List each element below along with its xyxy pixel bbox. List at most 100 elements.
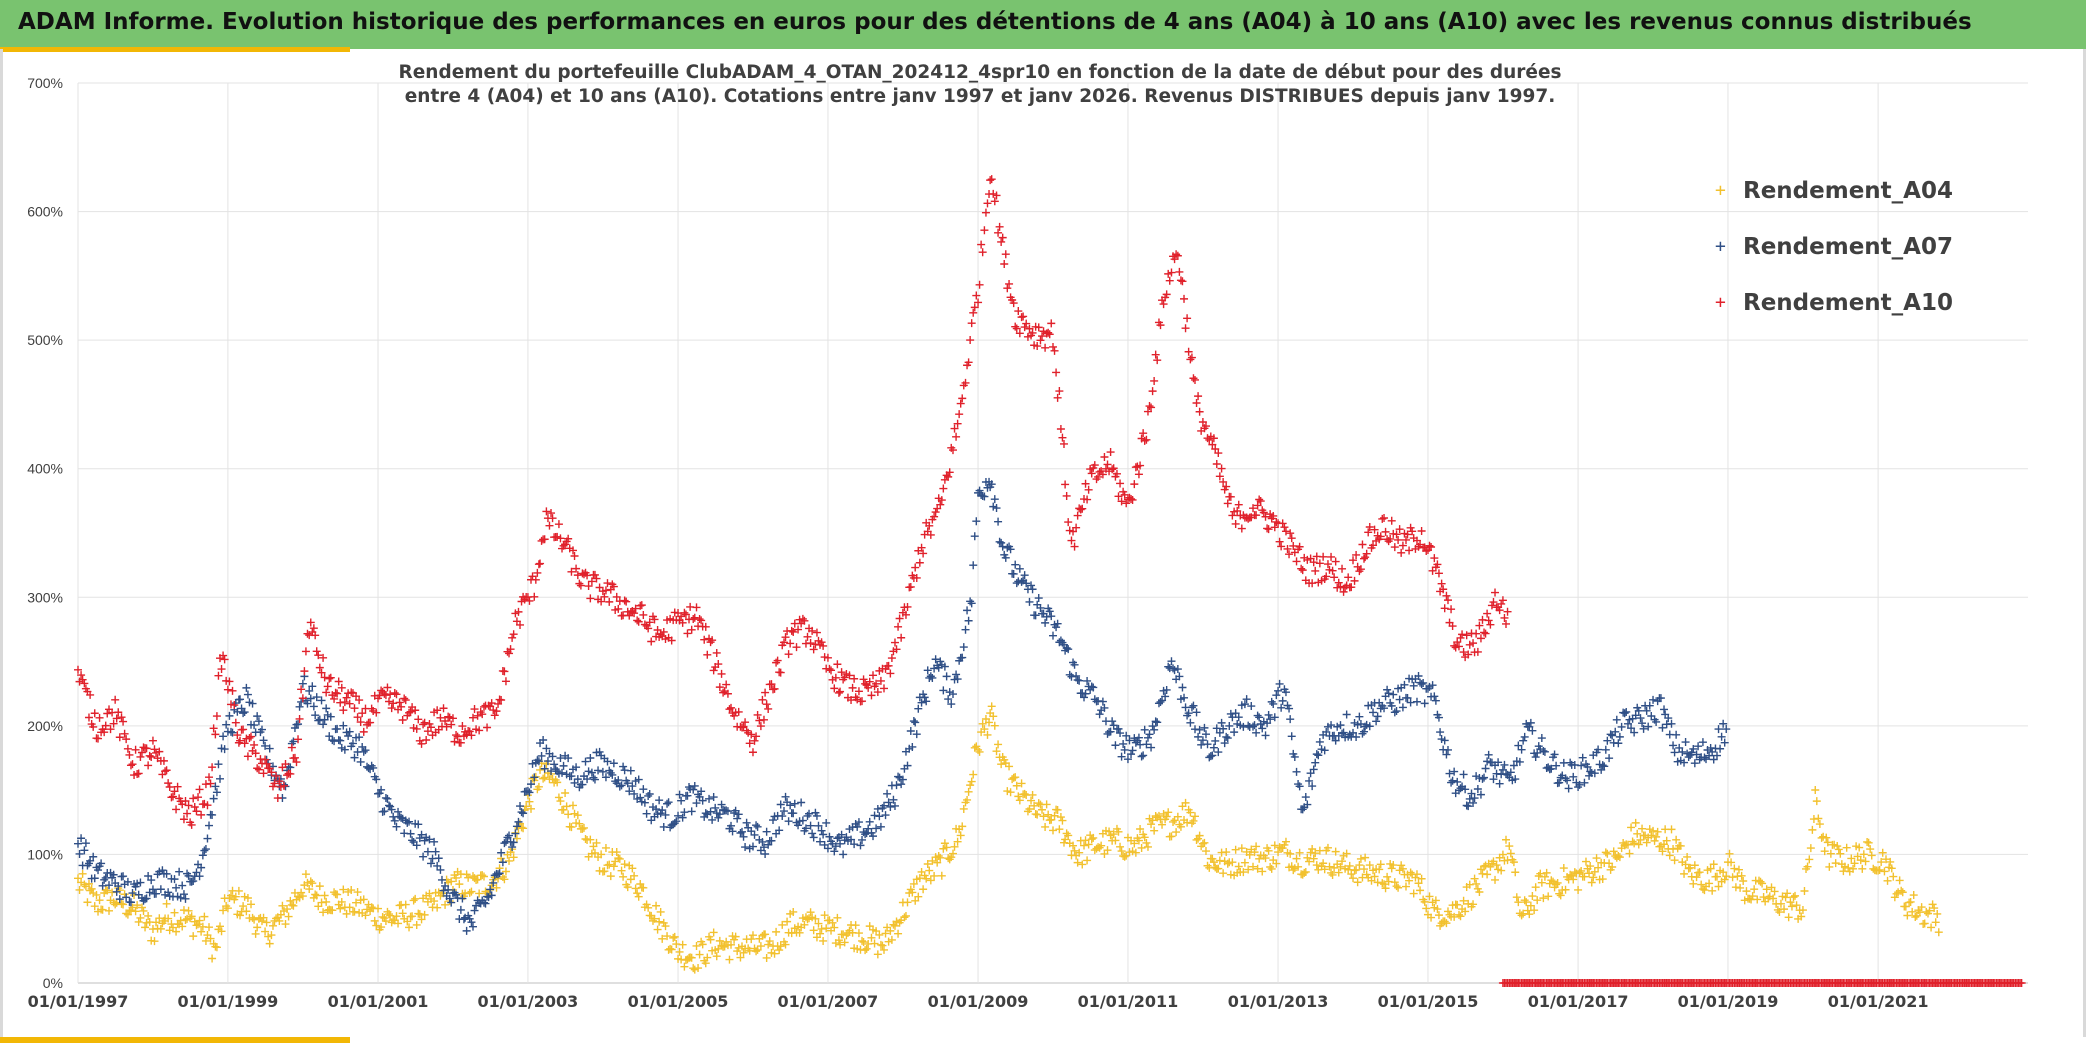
data-point <box>601 843 610 852</box>
data-point <box>1467 789 1476 798</box>
data-point <box>944 472 953 481</box>
data-point <box>306 618 315 627</box>
data-point <box>1577 866 1586 875</box>
data-point <box>942 672 951 681</box>
data-point <box>465 888 474 897</box>
data-point <box>215 774 224 783</box>
data-point <box>972 742 981 751</box>
data-point <box>1356 565 1365 574</box>
data-point <box>900 913 909 922</box>
data-point <box>298 679 307 688</box>
data-point <box>1034 594 1043 603</box>
data-point <box>1315 737 1324 746</box>
data-point <box>1502 835 1510 844</box>
data-point <box>1143 407 1152 416</box>
x-tick-label: 01/01/2021 <box>1828 992 1929 1011</box>
data-point <box>1509 761 1518 770</box>
data-point <box>340 745 349 754</box>
data-point <box>1492 861 1501 870</box>
data-point <box>403 917 412 926</box>
data-point <box>1933 909 1942 918</box>
data-point <box>1370 872 1379 881</box>
data-point <box>148 736 157 745</box>
data-point <box>219 651 228 660</box>
data-point <box>1389 690 1398 699</box>
data-point <box>1191 812 1199 821</box>
data-point <box>1253 864 1262 873</box>
data-point <box>573 775 582 784</box>
data-point <box>508 843 517 852</box>
data-point <box>1222 732 1231 741</box>
data-point <box>542 507 551 516</box>
data-point <box>556 534 565 543</box>
data-point <box>1143 842 1152 851</box>
data-point <box>1103 846 1112 855</box>
data-point <box>530 773 539 782</box>
data-point <box>934 851 943 860</box>
data-point <box>675 947 684 956</box>
data-point <box>1058 816 1067 825</box>
data-point <box>822 924 831 933</box>
data-point <box>303 629 312 638</box>
x-tick-label: 01/01/2009 <box>928 992 1029 1011</box>
data-point <box>690 613 699 622</box>
data-point <box>578 824 587 833</box>
data-point <box>806 639 815 648</box>
data-point <box>1392 707 1401 716</box>
data-point <box>242 683 251 692</box>
data-point <box>444 712 453 721</box>
data-point <box>254 717 263 726</box>
legend-marker-a10: + <box>1715 292 1726 313</box>
data-point <box>201 845 210 854</box>
data-point <box>1167 657 1176 666</box>
data-point <box>923 859 932 868</box>
data-point <box>1142 740 1151 749</box>
data-point <box>147 752 156 761</box>
data-point <box>709 793 718 802</box>
data-point <box>1192 399 1201 408</box>
data-point <box>705 794 714 803</box>
data-point <box>884 798 893 807</box>
data-point <box>808 829 817 838</box>
data-point <box>1281 688 1290 697</box>
data-point <box>680 808 689 817</box>
data-point <box>257 725 266 734</box>
data-point <box>406 829 415 838</box>
data-point <box>445 894 454 903</box>
data-point <box>1309 854 1318 863</box>
data-point <box>1440 917 1449 926</box>
data-point <box>1308 782 1317 791</box>
data-point <box>226 727 235 736</box>
data-point <box>1028 328 1037 337</box>
data-point <box>315 882 324 891</box>
data-point <box>286 769 295 778</box>
data-point <box>1140 725 1149 734</box>
frame-left <box>0 49 3 1037</box>
data-point <box>972 517 981 526</box>
data-point <box>1176 822 1185 831</box>
data-point <box>653 625 662 634</box>
data-point <box>1520 732 1529 741</box>
data-point <box>80 846 89 855</box>
data-point <box>534 757 543 766</box>
data-point <box>1186 808 1195 817</box>
data-point <box>497 695 506 704</box>
data-point <box>911 563 920 572</box>
data-point <box>308 879 317 888</box>
data-point <box>1109 830 1118 839</box>
data-point <box>1875 865 1884 874</box>
data-point <box>1319 552 1328 561</box>
data-point <box>486 885 495 894</box>
data-point <box>619 762 628 771</box>
data-point <box>411 706 420 715</box>
data-point <box>895 614 904 623</box>
data-point <box>614 854 623 863</box>
x-tick-label: 01/01/2011 <box>1078 992 1179 1011</box>
data-point <box>105 881 114 890</box>
data-point <box>387 704 396 713</box>
data-point <box>995 222 1004 231</box>
data-point <box>164 888 173 897</box>
data-point <box>1053 805 1062 814</box>
data-point <box>753 710 762 719</box>
data-point <box>1515 757 1524 766</box>
